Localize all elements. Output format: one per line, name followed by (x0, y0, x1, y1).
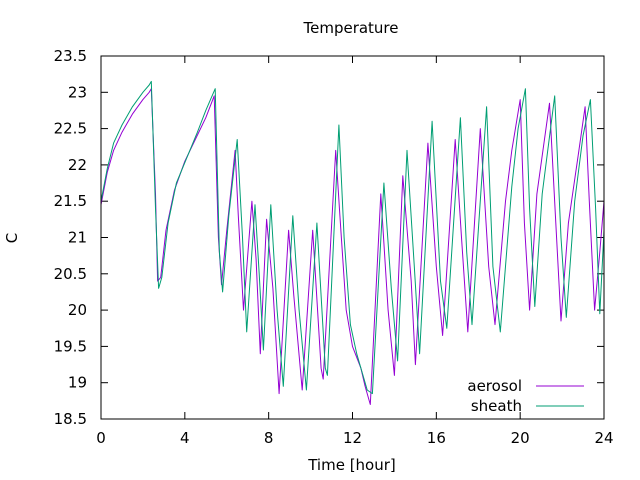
y-tick-label: 22 (68, 156, 87, 174)
plot-frame (100, 55, 605, 420)
y-tick-label: 20.5 (54, 265, 87, 283)
x-tick-label: 12 (343, 429, 362, 447)
x-axis-label: Time [hour] (307, 456, 396, 474)
y-tick-label: 19.5 (54, 337, 87, 355)
chart-title: Temperature (302, 19, 398, 37)
x-tick-label: 20 (511, 429, 530, 447)
x-tick-label: 24 (594, 429, 613, 447)
series-layer (100, 80, 605, 405)
y-tick-label: 21.5 (54, 192, 87, 210)
x-tick-label: 8 (264, 429, 274, 447)
y-tick-label: 20 (68, 301, 87, 319)
y-tick-label: 21 (68, 229, 87, 247)
legend-label-sheath: sheath (471, 397, 522, 415)
y-tick-label: 19 (68, 374, 87, 392)
legend: aerosol sheath (467, 377, 584, 415)
x-tick-label: 16 (427, 429, 446, 447)
y-tick-label: 23 (68, 83, 87, 101)
legend-label-aerosol: aerosol (467, 377, 522, 395)
y-axis-label: C (3, 233, 21, 243)
x-tick-label: 4 (180, 429, 190, 447)
series-line-sheath (100, 80, 605, 395)
x-tick-label: 0 (96, 429, 106, 447)
y-tick-label: 23.5 (54, 47, 87, 65)
y-tick-label: 22.5 (54, 120, 87, 138)
y-tick-label: 18.5 (54, 410, 87, 428)
